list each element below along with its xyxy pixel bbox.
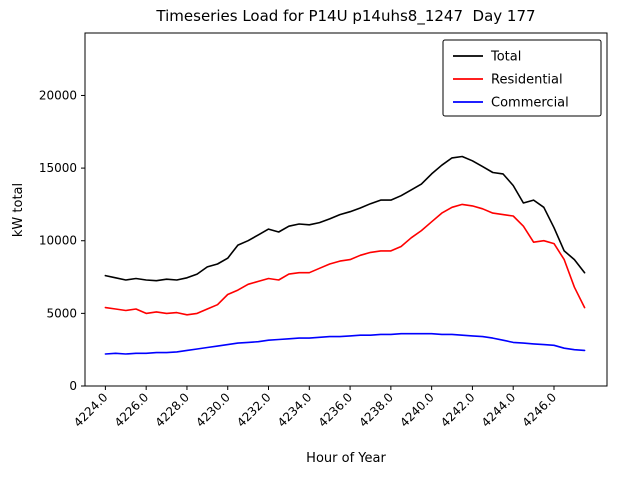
x-tick-label: 4238.0 <box>356 390 396 430</box>
x-tick-label: 4240.0 <box>397 390 437 430</box>
plot-frame <box>84 32 608 387</box>
x-tick-label: 4226.0 <box>112 390 152 430</box>
x-tick-label: 4224.0 <box>71 390 111 430</box>
x-tick-label: 4236.0 <box>316 390 356 430</box>
x-tick-label: 4232.0 <box>234 390 274 430</box>
series-line-residential <box>104 203 586 316</box>
plot-content: 4224.0 4226.0 4228.0 4230.0 4232.0 4234.0 4236… <box>39 32 608 430</box>
legend-label-commercial: Commercial <box>491 96 569 111</box>
x-tick-label: 4228.0 <box>152 390 192 430</box>
y-tick-label: 10000 <box>39 234 77 248</box>
y-tick-label: 0 <box>69 379 77 393</box>
y-tick-label: 20000 <box>39 88 77 102</box>
x-tick-label: 4242.0 <box>438 390 478 430</box>
legend-box <box>442 39 602 117</box>
y-axis-label: kW total <box>11 183 26 237</box>
series-line-commercial <box>104 332 586 355</box>
x-tick-label: 4234.0 <box>275 390 315 430</box>
x-tick-label: 4246.0 <box>520 390 560 430</box>
legend-label-total: Total <box>490 50 521 65</box>
legend-label-residential: Residential <box>491 73 563 88</box>
x-axis-label: Hour of Year <box>306 451 386 466</box>
y-tick-label: 5000 <box>46 306 77 320</box>
x-tick-label: 4244.0 <box>479 390 519 430</box>
y-tick-label: 15000 <box>39 161 77 175</box>
chart-title: Timeseries Load for P14U p14uhs8_1247 Da… <box>155 7 535 26</box>
x-tick-label: 4230.0 <box>193 390 233 430</box>
series-line-total <box>104 155 586 282</box>
